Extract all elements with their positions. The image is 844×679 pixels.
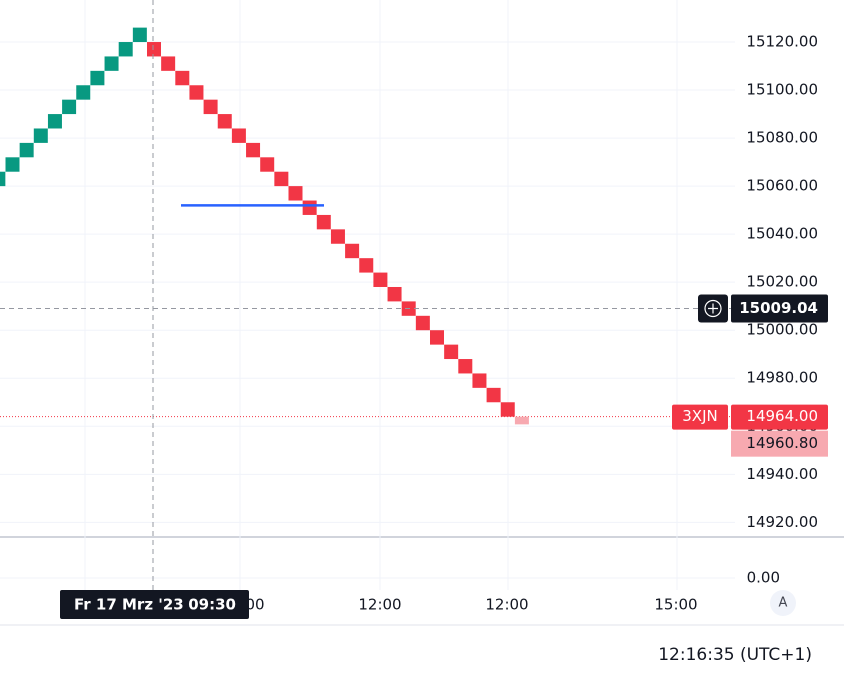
renko-brick — [90, 70, 105, 86]
pending-price-label: 14960.80 — [746, 434, 818, 452]
renko-brick — [132, 27, 147, 43]
renko-brick — [5, 157, 20, 172]
pending-price-box — [731, 430, 828, 457]
renko-brick — [246, 142, 261, 158]
crosshair-time: 09:30 — [188, 596, 236, 614]
renko-brick — [359, 258, 374, 273]
renko-brick — [500, 402, 515, 417]
renko-brick — [373, 272, 388, 287]
crosshair-price-box — [731, 294, 828, 323]
renko-brick — [302, 200, 317, 215]
x-tick-label: 15:00 — [654, 596, 697, 614]
y-tick-label: 15040.00 — [746, 225, 818, 243]
x-tick-label: 12:00 — [485, 596, 528, 614]
y-tick-label: 15080.00 — [746, 129, 818, 147]
renko-brick — [33, 128, 48, 143]
renko-brick — [316, 214, 331, 230]
renko-brick — [62, 99, 77, 115]
renko-brick — [387, 286, 402, 302]
renko-brick — [274, 171, 289, 187]
renko-brick — [203, 99, 218, 115]
crosshair-time-box — [60, 590, 249, 619]
renko-brick — [147, 42, 161, 57]
y-tick-label: 14980.00 — [746, 369, 818, 387]
add-icon — [704, 299, 722, 318]
renko-brick — [118, 42, 133, 57]
renko-brick — [260, 157, 275, 172]
y-tick-label: 15140.00 — [746, 0, 818, 2]
add-icon — [708, 303, 718, 314]
y-tick-label: 15100.00 — [746, 81, 818, 99]
y-tick-label: 15060.00 — [746, 177, 818, 195]
renko-brick — [217, 114, 232, 129]
renko-brick — [19, 142, 34, 158]
renko-brick — [189, 85, 204, 100]
renko-brick — [161, 56, 176, 71]
y-tick-label: 14940.00 — [746, 465, 818, 483]
crosshair-price: 15009.04 — [739, 299, 818, 317]
renko-brick — [458, 359, 473, 374]
symbol-label: 3XJN — [682, 407, 717, 425]
symbol-box — [672, 404, 728, 430]
renko-brick — [288, 186, 303, 201]
y-tick-label: 14920.00 — [746, 513, 818, 531]
renko-brick — [47, 114, 62, 129]
renko-brick — [486, 387, 501, 403]
renko-brick — [444, 344, 459, 360]
renko-brick — [415, 315, 430, 331]
renko-brick — [472, 373, 487, 388]
renko-brick — [430, 330, 444, 345]
last-price-label: 14964.00 — [746, 407, 818, 425]
x-tick-label: 00 — [245, 596, 264, 614]
clock: 12:16:35 (UTC+1) — [658, 645, 812, 665]
renko-brick — [104, 56, 119, 71]
renko-brick — [76, 85, 91, 100]
renko-brick — [345, 243, 360, 259]
last-price-box — [731, 404, 828, 430]
renko-brick — [0, 171, 6, 187]
renko-brick — [175, 70, 190, 86]
volume-tick-label: 0.00 — [747, 569, 780, 587]
x-tick-label: 12:00 — [358, 596, 401, 614]
crosshair-date: Fr 17 Mrz '23 — [74, 596, 184, 614]
auto-button-label[interactable]: A — [779, 596, 788, 611]
y-tick-label: 15020.00 — [746, 273, 818, 291]
renko-brick — [231, 128, 246, 143]
y-tick-label: 15120.00 — [746, 33, 818, 51]
y-tick-label: 15000.00 — [746, 321, 818, 339]
auto-button[interactable] — [770, 590, 796, 616]
pending-brick — [514, 416, 529, 425]
renko-brick — [330, 229, 345, 244]
